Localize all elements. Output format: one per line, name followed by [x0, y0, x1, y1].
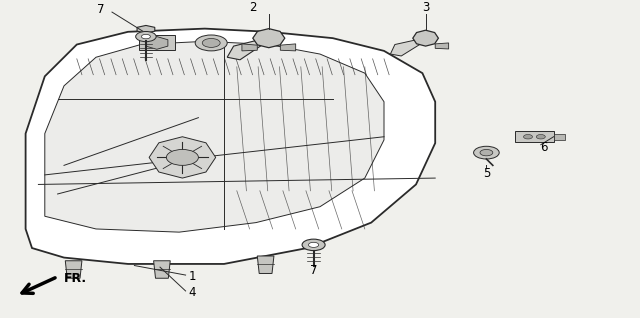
Polygon shape [26, 29, 435, 264]
Text: 7: 7 [310, 264, 317, 277]
Polygon shape [413, 30, 438, 46]
FancyBboxPatch shape [515, 131, 554, 142]
Circle shape [202, 38, 220, 47]
Circle shape [136, 31, 156, 42]
Text: 1: 1 [188, 270, 196, 283]
Text: 7: 7 [97, 3, 104, 16]
Polygon shape [554, 134, 565, 140]
Polygon shape [257, 256, 274, 273]
Text: 4: 4 [188, 286, 196, 299]
Text: FR.: FR. [64, 272, 87, 285]
Polygon shape [65, 261, 82, 278]
Polygon shape [227, 40, 264, 60]
Text: 2: 2 [249, 2, 257, 14]
Circle shape [524, 135, 532, 139]
FancyBboxPatch shape [139, 35, 175, 50]
Polygon shape [45, 41, 384, 232]
Polygon shape [390, 39, 422, 56]
Circle shape [536, 135, 545, 139]
Circle shape [308, 242, 319, 247]
Circle shape [302, 239, 325, 251]
Polygon shape [242, 44, 257, 51]
Circle shape [141, 34, 150, 39]
Polygon shape [253, 29, 285, 48]
Polygon shape [149, 137, 216, 178]
Circle shape [480, 149, 493, 156]
Circle shape [474, 146, 499, 159]
Polygon shape [137, 25, 155, 33]
Text: 3: 3 [422, 2, 429, 14]
Polygon shape [435, 43, 449, 49]
Circle shape [195, 35, 227, 51]
Text: 6: 6 [540, 142, 548, 154]
Circle shape [166, 149, 198, 165]
Polygon shape [280, 44, 296, 51]
Polygon shape [154, 261, 170, 278]
Text: 5: 5 [483, 167, 490, 180]
